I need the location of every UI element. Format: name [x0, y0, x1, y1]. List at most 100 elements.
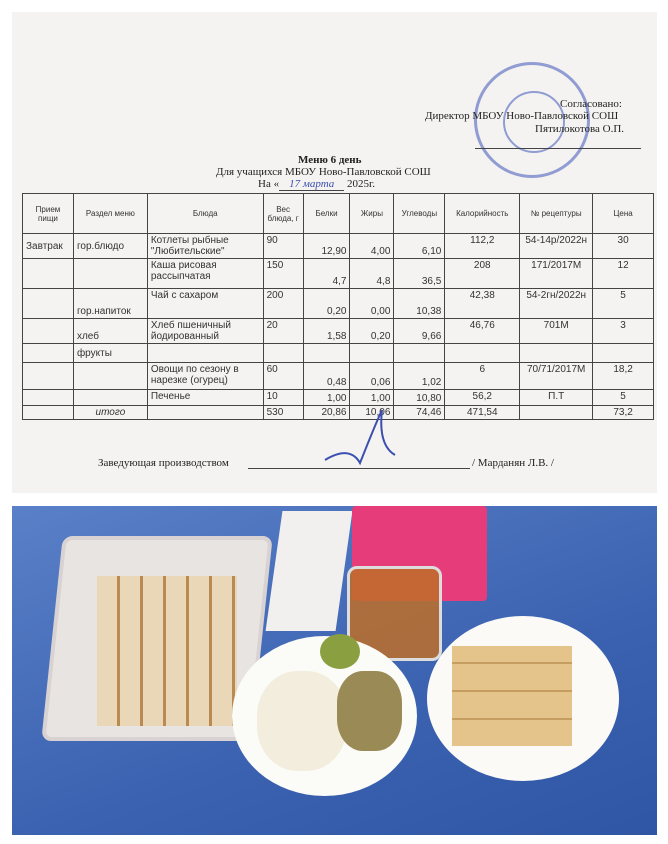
- table-cell: 70/71/2017М: [519, 362, 594, 390]
- table-cell: 6,10: [393, 233, 446, 259]
- table-cell: [146, 405, 264, 420]
- table-cell: 530: [262, 405, 304, 420]
- table-cell: Завтрак: [22, 233, 74, 259]
- column-header: Белки: [302, 193, 351, 234]
- table-cell: 471,54: [444, 405, 521, 420]
- table-cell: [592, 343, 654, 363]
- table-cell: 5: [592, 389, 654, 406]
- menu-title: Меню 6 день: [298, 154, 362, 166]
- pickle-slice: [320, 634, 360, 669]
- table-cell: фрукты: [72, 343, 148, 363]
- column-header: Жиры: [349, 193, 395, 234]
- table-cell: 20: [262, 318, 304, 344]
- table-cell: 171/2017М: [519, 258, 594, 289]
- table-cell: 701М: [519, 318, 594, 344]
- table-row: хлеб Хлеб пшеничный йодированный 20 1,58 0,2…: [22, 318, 654, 344]
- table-cell: 0,20: [349, 318, 395, 344]
- table-cell: [22, 362, 74, 390]
- table-cell: 30: [592, 233, 654, 259]
- table-cell: 56,2: [444, 389, 521, 406]
- table-cell: 74,46: [393, 405, 446, 420]
- table-cell: [393, 343, 446, 363]
- column-header: Прием пищи: [22, 193, 74, 234]
- date-suffix: 2025г.: [347, 178, 376, 190]
- approval-signature-line: [475, 148, 641, 149]
- table-cell: [349, 343, 395, 363]
- table-cell: гор.напиток: [72, 288, 148, 319]
- table-cell: 4,8: [349, 258, 395, 289]
- date-prefix: На «: [258, 178, 280, 190]
- bread-slices: [97, 576, 237, 726]
- table-row: гор.напиток Чай с сахаром 200 0,20 0,00 10,38…: [22, 288, 654, 319]
- table-cell: [22, 318, 74, 344]
- table-cell: 42,38: [444, 288, 521, 319]
- footer-name: / Марданян Л.В. /: [472, 457, 554, 469]
- footer-label: Заведующая производством: [98, 457, 229, 469]
- table-row: итого 530 20,86 10,06 74,46 471,54 73,2: [22, 405, 654, 420]
- column-header: Калорийность: [444, 193, 521, 234]
- table-cell: 5: [592, 288, 654, 319]
- table-cell: 150: [262, 258, 304, 289]
- table-cell: 1,58: [302, 318, 351, 344]
- rice: [257, 671, 347, 771]
- table-cell: 0,00: [349, 288, 395, 319]
- date-handwritten: 17 марта: [279, 178, 345, 191]
- table-cell: [146, 343, 264, 363]
- table-row: Печенье 10 1,00 1,00 10,80 56,2 П.Т 5: [22, 389, 654, 406]
- table-cell: [22, 343, 74, 363]
- table-cell: 12,90: [302, 233, 351, 259]
- table-cell: 6: [444, 362, 521, 390]
- table-cell: Котлеты рыбные "Любительские": [146, 233, 264, 259]
- table-cell: [22, 288, 74, 319]
- table-cell: 10: [262, 389, 304, 406]
- table-cell: [72, 389, 148, 406]
- table-cell: Каша рисовая рассыпчатая: [146, 258, 264, 289]
- table-cell: 4,00: [349, 233, 395, 259]
- column-header: Углеводы: [393, 193, 446, 234]
- approval-line1: Согласовано:: [560, 98, 622, 110]
- table-cell: 54-14р/2022н: [519, 233, 594, 259]
- table-row: Овощи по сезону в нарезке (огурец) 60 0,48…: [22, 362, 654, 390]
- approval-line3: Пятилокотова О.П.: [535, 123, 625, 135]
- column-header: Блюда: [146, 193, 264, 234]
- footer-signature-line: [248, 468, 470, 469]
- table-cell: 3: [592, 318, 654, 344]
- table-cell: гор.блюдо: [72, 233, 148, 259]
- table-cell: 73,2: [592, 405, 654, 420]
- table-row: Завтрак гор.блюдо Котлеты рыбные "Любитель…: [22, 233, 654, 259]
- table-cell: 200: [262, 288, 304, 319]
- column-header: Вес блюда, г: [262, 193, 304, 234]
- table-cell: [444, 343, 521, 363]
- menu-table: Прием пищи Раздел меню Блюда Вес блюда, г Бе…: [22, 193, 654, 420]
- meal-photo: [12, 506, 657, 835]
- table-cell: 10,80: [393, 389, 446, 406]
- table-cell: 9,66: [393, 318, 446, 344]
- table-cell: Чай с сахаром: [146, 288, 264, 319]
- table-cell: [302, 343, 351, 363]
- table-cell: [262, 343, 304, 363]
- table-cell: [72, 258, 148, 289]
- handwritten-signature: [324, 409, 396, 466]
- napkin-holder: [265, 511, 353, 631]
- approval-line2: Директор МБОУ Ново-Павловской СОШ: [425, 110, 619, 122]
- column-header: Раздел меню: [72, 193, 148, 234]
- table-cell: 18,2: [592, 362, 654, 390]
- table-cell: 90: [262, 233, 304, 259]
- table-cell: 60: [262, 362, 304, 390]
- table-cell: итого: [72, 405, 148, 420]
- table-cell: хлеб: [72, 318, 148, 344]
- table-cell: 4,7: [302, 258, 351, 289]
- table-cell: 112,2: [444, 233, 521, 259]
- table-cell: [519, 405, 594, 420]
- table-cell: 54-2гн/2022н: [519, 288, 594, 319]
- table-cell: 0,06: [349, 362, 395, 390]
- table-cell: 46,76: [444, 318, 521, 344]
- table-cell: 208: [444, 258, 521, 289]
- table-cell: Хлеб пшеничный йодированный: [146, 318, 264, 344]
- table-cell: 1,00: [349, 389, 395, 406]
- table-row: Каша рисовая рассыпчатая 150 4,7 4,8 36,5 208…: [22, 258, 654, 289]
- school-stamp: [474, 62, 590, 178]
- table-cell: Печенье: [146, 389, 264, 406]
- table-cell: 10,06: [349, 405, 395, 420]
- table-cell: 1,02: [393, 362, 446, 390]
